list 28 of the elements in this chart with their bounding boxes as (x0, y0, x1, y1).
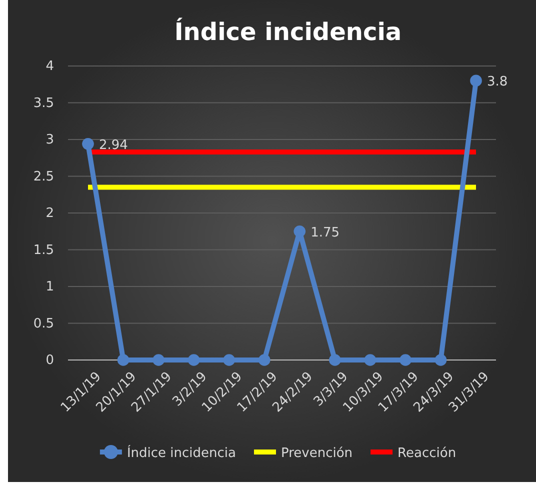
y-tick-label: 2.5 (33, 169, 54, 184)
point (364, 354, 376, 366)
point (434, 354, 447, 366)
point (152, 354, 164, 366)
legend-label: Índice incidencia (126, 444, 236, 461)
data-label: 2.94 (99, 138, 128, 153)
y-tick-label: 3.5 (33, 96, 54, 111)
point (188, 354, 200, 366)
legend-label: Reacción (398, 446, 456, 461)
y-tick-label: 2 (46, 206, 54, 222)
y-tick-label: 0.5 (33, 316, 54, 332)
y-tick-label: 4 (46, 59, 54, 74)
data-label: 3.8 (487, 74, 508, 90)
point (82, 138, 94, 150)
data-label: 1.75 (310, 225, 340, 240)
y-tick-label: 1 (46, 280, 54, 295)
point (117, 354, 130, 366)
point (400, 354, 412, 366)
point (470, 74, 482, 87)
point (294, 225, 306, 238)
y-tick-label: 0 (46, 353, 54, 368)
point (258, 354, 270, 366)
point (223, 354, 236, 366)
y-tick-label: 3 (46, 132, 54, 148)
y-tick-label: 1.5 (33, 242, 54, 258)
legend-label: Prevención (280, 446, 353, 461)
point (328, 354, 341, 366)
chart-title: Índice incidencia (174, 17, 402, 46)
